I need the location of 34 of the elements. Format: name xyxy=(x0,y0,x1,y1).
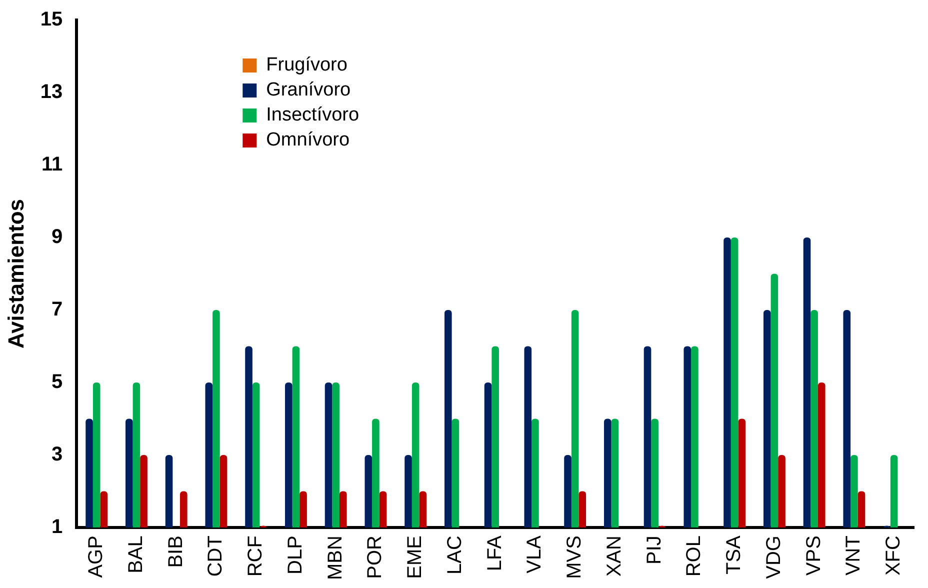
legend-label: Granívoro xyxy=(266,80,351,101)
legend-label: Frugívoro xyxy=(266,54,348,76)
x-tick-label: PIJ xyxy=(643,536,666,564)
x-tick-label: ROL xyxy=(683,536,706,577)
x-tick-label: EME xyxy=(404,536,426,579)
x-tick-label: VLA xyxy=(524,534,546,574)
x-tick-label: VNT xyxy=(842,536,865,576)
y-tick-label: 5 xyxy=(52,371,63,394)
y-tick-label: 9 xyxy=(52,226,63,248)
x-tick-label: LFA xyxy=(484,534,506,572)
x-tick-label: VPS xyxy=(802,536,825,576)
x-tick-label: XFC xyxy=(882,536,905,576)
x-tick-label: LAC xyxy=(444,536,466,574)
x-tick-label: MVS xyxy=(564,536,586,579)
x-tick-label: CDT xyxy=(204,536,227,577)
x-tick-label: MBN xyxy=(324,536,346,580)
x-tick-label: XAN xyxy=(603,536,626,577)
x-tick-label: AGP xyxy=(85,536,108,578)
y-tick-label: 11 xyxy=(41,154,63,176)
x-tick-label: DLP xyxy=(284,536,306,574)
y-tick-label: 13 xyxy=(40,81,63,104)
y-axis-title: Avistamientos xyxy=(3,198,28,349)
x-tick-label: BAL xyxy=(124,536,147,574)
y-tick-label: 7 xyxy=(52,298,63,321)
x-tick-label: RCF xyxy=(244,536,267,577)
legend-label: Omnívoro xyxy=(266,130,350,151)
y-tick-label: 1 xyxy=(52,516,63,538)
legend-label: Insectívoro xyxy=(266,104,360,126)
x-tick-label: BIB xyxy=(164,536,187,568)
x-tick-label: POR xyxy=(364,536,386,579)
y-tick-label: 3 xyxy=(52,444,63,466)
x-tick-label: VDG xyxy=(762,536,785,579)
x-tick-label: TSA xyxy=(723,534,746,574)
y-tick-label: 15 xyxy=(40,8,63,31)
